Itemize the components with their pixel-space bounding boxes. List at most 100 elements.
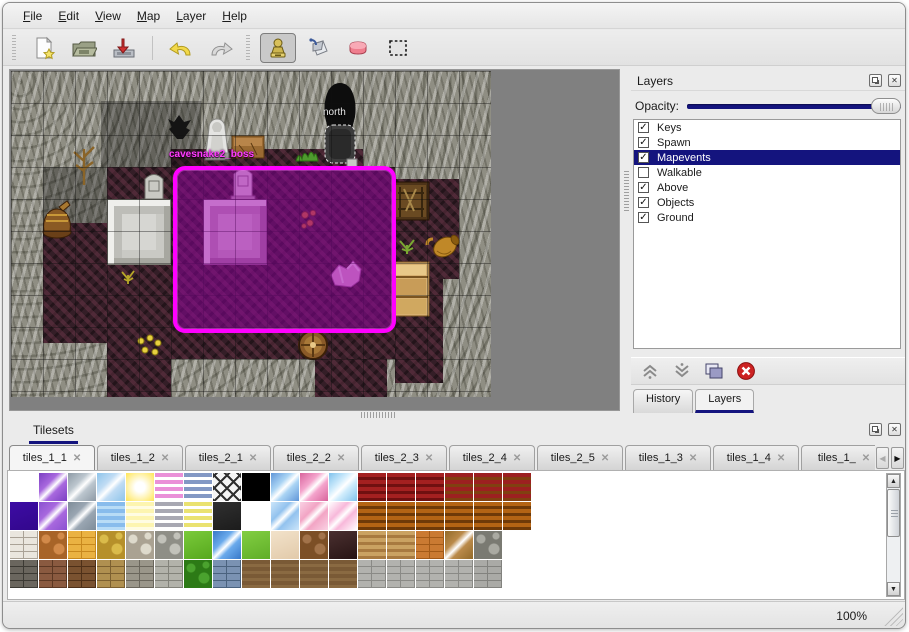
tab-close-icon[interactable]: ✕ [688,452,698,464]
tab-close-icon[interactable]: ✕ [424,452,434,464]
close-panel-button[interactable]: ✕ [888,74,901,87]
float-panel-button[interactable] [869,423,882,436]
vertical-splitter[interactable] [622,69,631,411]
eraser-tool-button[interactable] [340,33,376,63]
horizontal-splitter[interactable] [361,412,397,418]
tile-3-15[interactable] [445,560,473,588]
delete-layer-button[interactable] [735,360,757,382]
tile-2-1[interactable] [39,531,67,559]
layer-row-walkable[interactable]: Walkable [634,165,900,180]
tileset-tab-tiles_1_3[interactable]: tiles_1_3 ✕ [625,445,711,470]
tile-2-15[interactable] [445,531,473,559]
tile-1-15[interactable] [445,502,473,530]
tile-0-10[interactable] [300,473,328,501]
layer-visibility-checkbox[interactable]: ✓ [638,182,649,193]
tile-2-11[interactable] [329,531,357,559]
tileset-tab-tiles_2_3[interactable]: tiles_2_3 ✕ [361,445,447,470]
tile-3-13[interactable] [387,560,415,588]
tile-2-2[interactable] [68,531,96,559]
menu-map[interactable]: Map [136,8,161,23]
layer-row-mapevents[interactable]: ✓ Mapevents [634,150,900,165]
tile-1-12[interactable] [358,502,386,530]
tile-0-13[interactable] [387,473,415,501]
tab-scroll-left-button[interactable]: ◀ [876,447,889,469]
duplicate-layer-button[interactable] [703,360,725,382]
tile-1-2[interactable] [68,502,96,530]
tile-2-10[interactable] [300,531,328,559]
menu-edit[interactable]: Edit [58,8,80,23]
tile-3-1[interactable] [39,560,67,588]
dock-tab-layers[interactable]: Layers [695,389,755,413]
map-canvas[interactable]: north cavesnake2_boss [11,71,491,397]
tile-1-17[interactable] [503,502,531,530]
menu-help[interactable]: Help [222,8,247,23]
tile-0-1[interactable] [39,473,67,501]
raise-layer-button[interactable] [639,360,661,382]
tileset-tab-tiles_2_1[interactable]: tiles_2_1 ✕ [185,445,271,470]
layer-visibility-checkbox[interactable]: ✓ [638,197,649,208]
tile-0-11[interactable] [329,473,357,501]
layer-visibility-checkbox[interactable] [638,167,649,178]
tile-1-1[interactable] [39,502,67,530]
tile-2-7[interactable] [213,531,241,559]
tile-2-16[interactable] [474,531,502,559]
tileset-tab-tiles_1_4[interactable]: tiles_1_4 ✕ [713,445,799,470]
tile-3-17[interactable] [503,560,531,588]
tile-2-13[interactable] [387,531,415,559]
tab-close-icon[interactable]: ✕ [861,452,871,464]
tile-2-6[interactable] [184,531,212,559]
tile-2-3[interactable] [97,531,125,559]
tile-2-5[interactable] [155,531,183,559]
tile-2-14[interactable] [416,531,444,559]
tile-0-17[interactable] [503,473,531,501]
tile-1-11[interactable] [329,502,357,530]
tile-2-17[interactable] [503,531,531,559]
tab-close-icon[interactable]: ✕ [600,452,610,464]
tile-0-4[interactable] [126,473,154,501]
rect-select-tool-button[interactable] [380,33,416,63]
tile-1-9[interactable] [271,502,299,530]
new-map-button[interactable] [26,33,62,63]
layer-visibility-checkbox[interactable]: ✓ [638,212,649,223]
tile-3-0[interactable] [10,560,38,588]
layer-row-spawn[interactable]: ✓ Spawn [634,135,900,150]
map-selection-rect[interactable] [173,166,396,333]
tileset-tab-tiles_1_1[interactable]: tiles_1_1 ✕ [9,445,95,470]
toolbar-drag-handle[interactable] [12,34,19,61]
tab-scroll-right-button[interactable]: ▶ [891,447,904,469]
tile-0-16[interactable] [474,473,502,501]
stamp-tool-button[interactable] [260,32,296,63]
tileset-tab-tiles_2_2[interactable]: tiles_2_2 ✕ [273,445,359,470]
scrollbar-thumb[interactable] [887,489,900,537]
menu-view[interactable]: View [95,8,121,23]
tile-1-16[interactable] [474,502,502,530]
layer-visibility-checkbox[interactable]: ✓ [638,137,649,148]
undo-button[interactable] [163,33,199,63]
tile-1-7[interactable] [213,502,241,530]
scroll-up-button[interactable]: ▲ [887,474,900,488]
tile-2-0[interactable] [10,531,38,559]
tab-close-icon[interactable]: ✕ [336,452,346,464]
scroll-down-button[interactable]: ▼ [887,582,900,596]
tile-3-14[interactable] [416,560,444,588]
layer-visibility-checkbox[interactable]: ✓ [638,122,649,133]
tile-0-9[interactable] [271,473,299,501]
opacity-slider[interactable] [687,98,901,114]
open-map-button[interactable] [66,33,102,63]
tab-close-icon[interactable]: ✕ [776,452,786,464]
tile-1-10[interactable] [300,502,328,530]
tab-close-icon[interactable]: ✕ [72,452,82,464]
tile-0-5[interactable] [155,473,183,501]
close-panel-button[interactable]: ✕ [888,423,901,436]
tile-0-8[interactable] [242,473,270,501]
tile-3-6[interactable] [184,560,212,588]
tile-0-3[interactable] [97,473,125,501]
opacity-slider-handle[interactable] [871,98,901,114]
layer-row-ground[interactable]: ✓ Ground [634,210,900,225]
tileset-tab-tiles_2_5[interactable]: tiles_2_5 ✕ [537,445,623,470]
float-panel-button[interactable] [869,74,882,87]
layer-row-keys[interactable]: ✓ Keys [634,120,900,135]
toolbar-drag-handle[interactable] [246,34,253,61]
fill-tool-button[interactable] [300,33,336,63]
tab-close-icon[interactable]: ✕ [160,452,170,464]
